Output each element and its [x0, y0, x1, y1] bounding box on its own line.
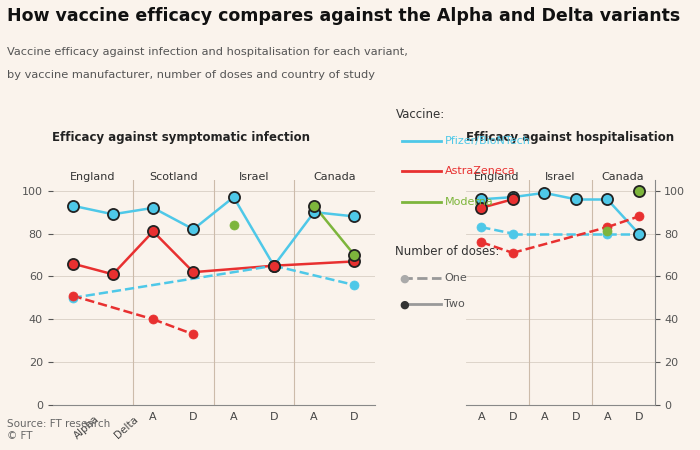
Text: How vaccine efficacy compares against the Alpha and Delta variants: How vaccine efficacy compares against th…	[7, 7, 680, 25]
Text: D: D	[350, 412, 358, 422]
Text: D: D	[508, 412, 517, 422]
Text: D: D	[189, 412, 197, 422]
Text: Source: FT research
© FT: Source: FT research © FT	[7, 419, 111, 441]
Text: One: One	[444, 273, 468, 283]
Text: Moderna: Moderna	[444, 197, 493, 207]
Text: Vaccine:: Vaccine:	[395, 108, 444, 121]
Text: A: A	[477, 412, 485, 422]
Text: Pfizer/BioNTech: Pfizer/BioNTech	[444, 136, 531, 146]
Text: A: A	[149, 412, 157, 422]
Text: A: A	[310, 412, 318, 422]
Text: Canada: Canada	[602, 172, 644, 182]
Text: A: A	[540, 412, 548, 422]
Text: A: A	[230, 412, 237, 422]
Text: ●: ●	[399, 300, 409, 310]
Text: D: D	[571, 412, 580, 422]
Text: Canada: Canada	[313, 172, 356, 182]
Text: Israel: Israel	[239, 172, 269, 182]
Text: Efficacy against hospitalisation: Efficacy against hospitalisation	[466, 131, 673, 144]
Text: Vaccine efficacy against infection and hospitalisation for each variant,: Vaccine efficacy against infection and h…	[7, 47, 408, 57]
Text: Alpha: Alpha	[73, 414, 102, 441]
Text: Number of doses:: Number of doses:	[395, 245, 500, 258]
Text: D: D	[270, 412, 278, 422]
Text: England: England	[475, 172, 519, 182]
Text: by vaccine manufacturer, number of doses and country of study: by vaccine manufacturer, number of doses…	[7, 70, 375, 80]
Text: D: D	[634, 412, 643, 422]
Text: Efficacy against symptomatic infection: Efficacy against symptomatic infection	[52, 131, 311, 144]
Text: Delta: Delta	[113, 414, 140, 440]
Text: A: A	[603, 412, 611, 422]
Text: Scotland: Scotland	[149, 172, 197, 182]
Text: AstraZeneca: AstraZeneca	[444, 166, 515, 176]
Text: Israel: Israel	[545, 172, 575, 182]
Text: England: England	[70, 172, 116, 182]
Text: Two: Two	[444, 299, 466, 309]
Text: ●: ●	[399, 274, 409, 284]
